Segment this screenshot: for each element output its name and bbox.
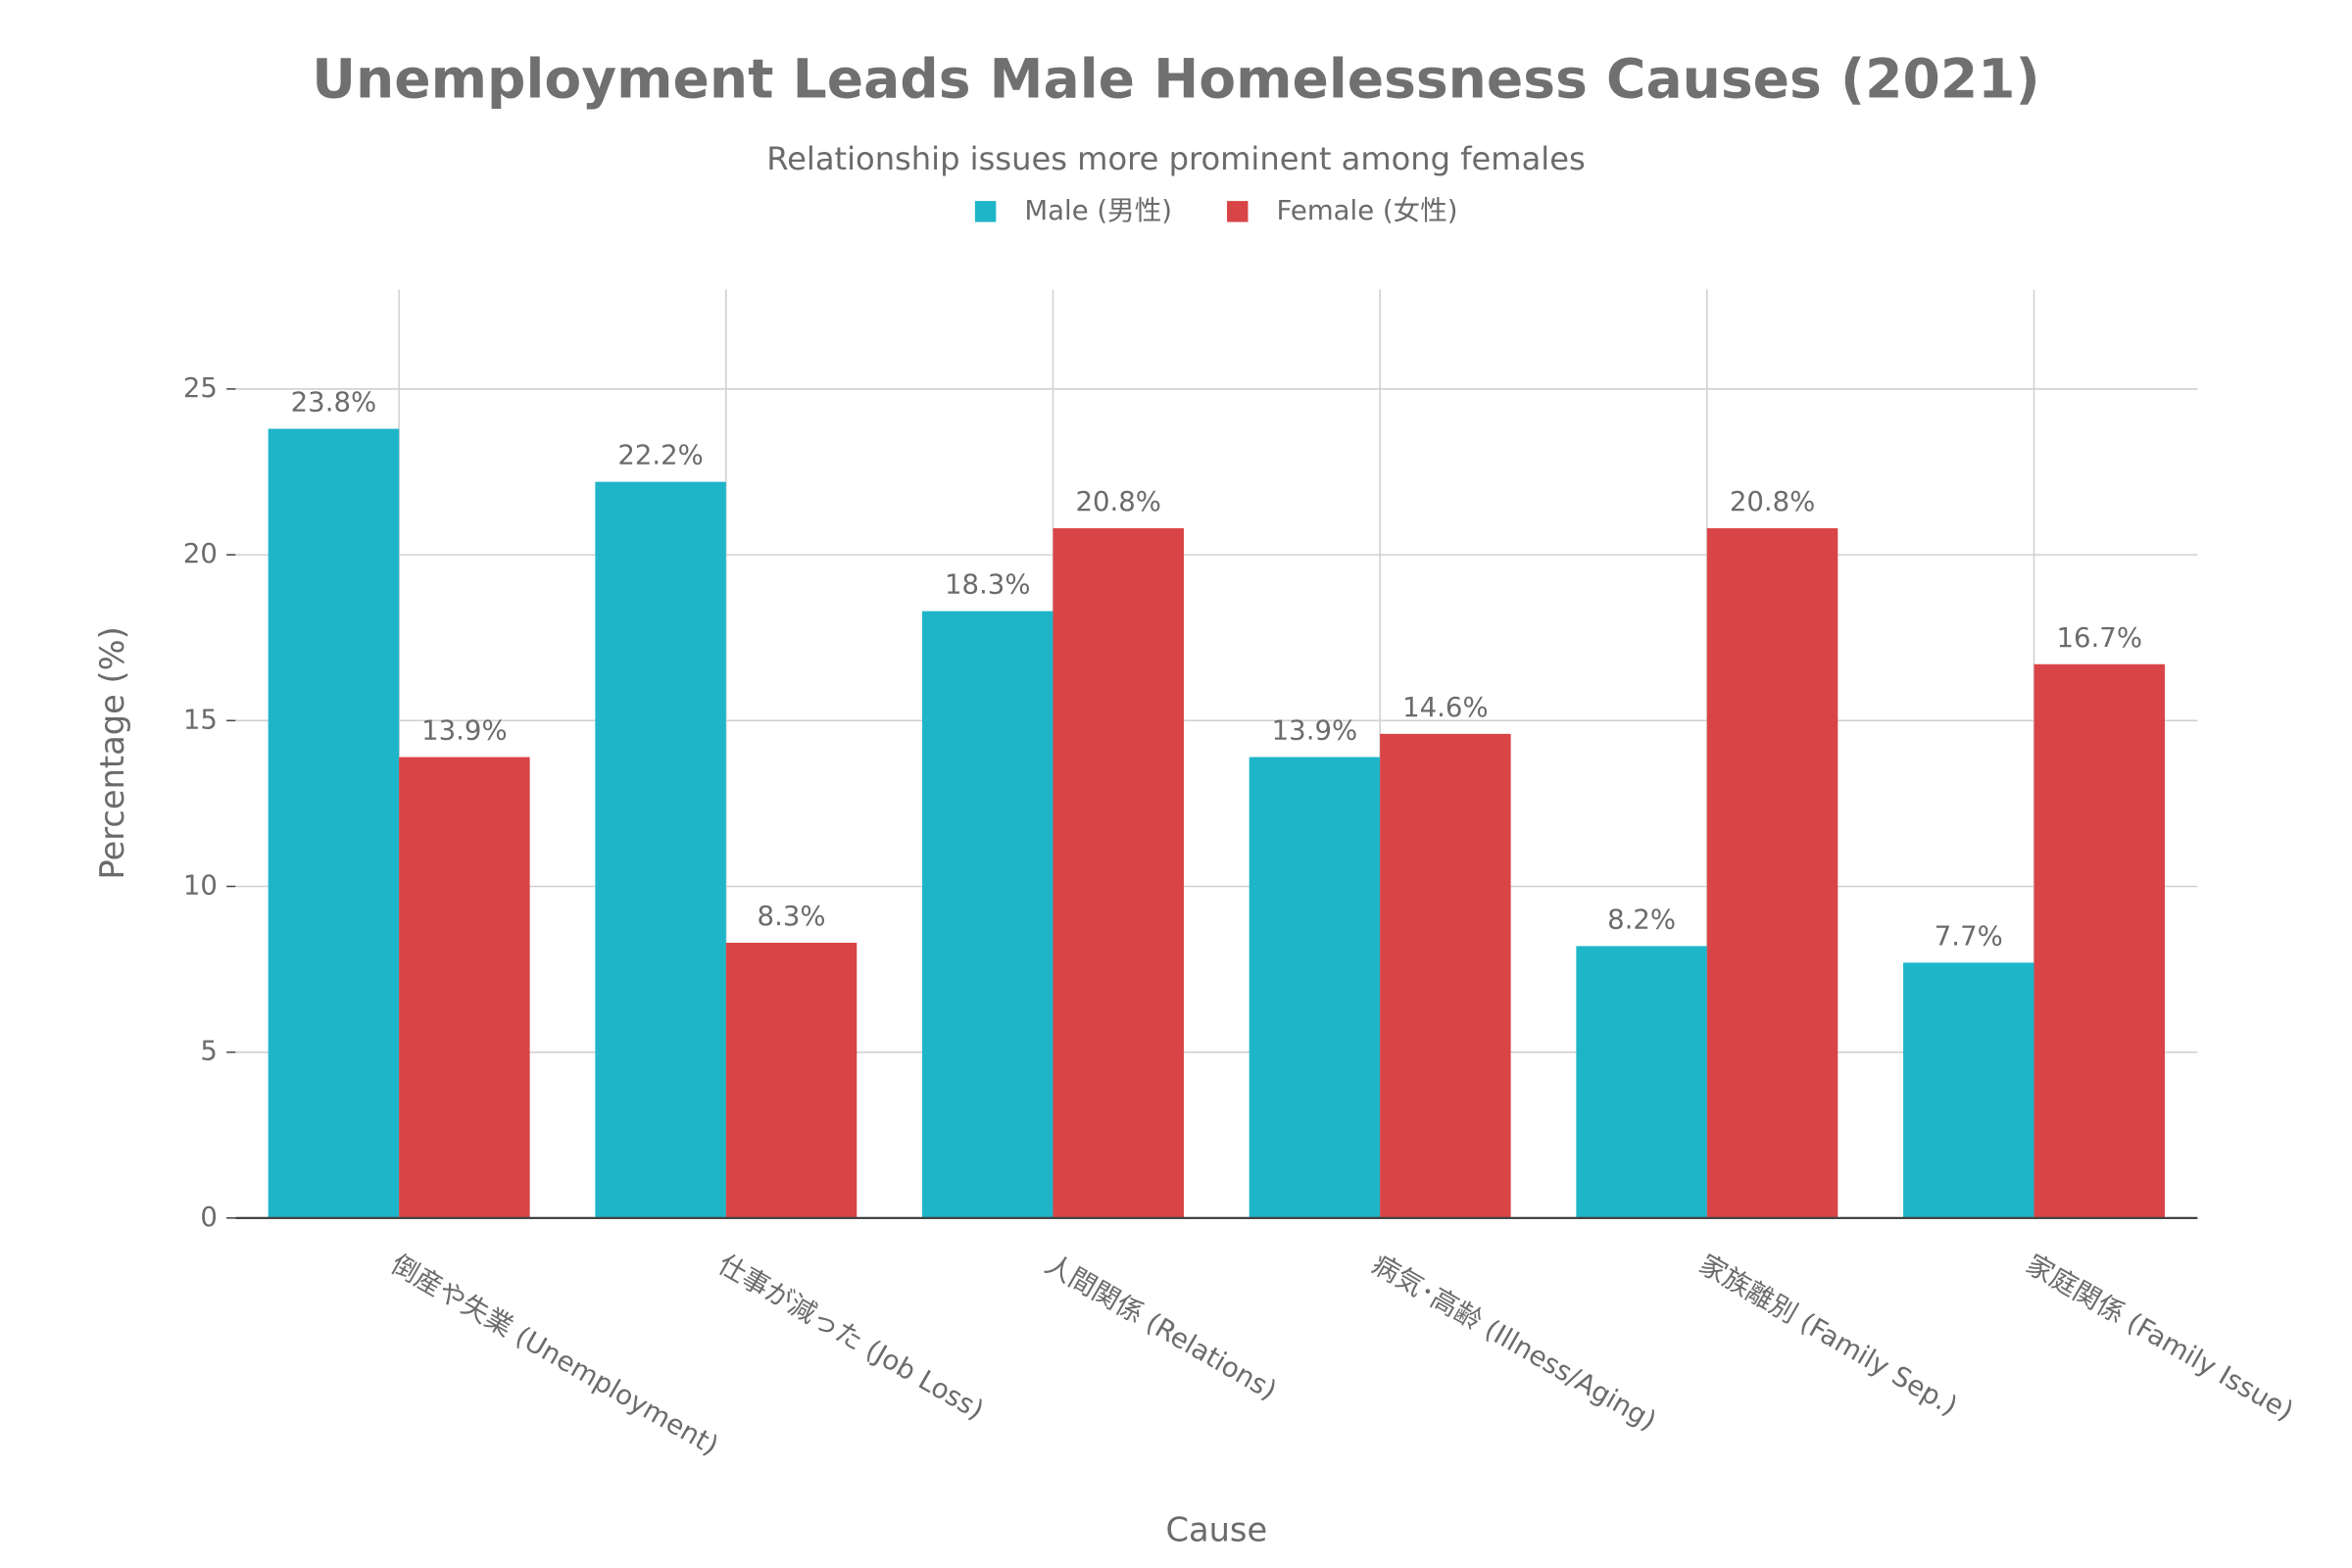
value-label: 16.7% (2056, 622, 2142, 654)
bar (595, 481, 726, 1218)
chart-title: Unemployment Leads Male Homelessness Cau… (312, 47, 2039, 110)
y-tick-label: 15 (183, 704, 218, 735)
bar (1249, 757, 1381, 1218)
legend-label: Male (男性) (1024, 195, 1172, 226)
value-label: 20.8% (1075, 486, 1161, 517)
y-tick-label: 10 (183, 869, 218, 901)
x-axis-title: Cause (1165, 1510, 1267, 1548)
bar (1576, 946, 1707, 1218)
bar (922, 611, 1054, 1218)
x-tick-label: 倒産や失業 (Unemployment) (386, 1249, 724, 1462)
y-tick-label: 20 (183, 538, 218, 569)
value-label: 13.9% (421, 714, 508, 746)
value-label: 8.3% (758, 901, 826, 932)
value-label: 23.8% (291, 387, 377, 418)
x-tick-label: 仕事が減った (Job Loss) (712, 1249, 989, 1426)
value-label: 20.8% (1730, 486, 1816, 517)
bar (399, 757, 530, 1218)
bar (268, 428, 400, 1218)
bar (1380, 733, 1511, 1218)
bar (1706, 528, 1838, 1218)
x-tick-label: 人間関係 (Relations) (1040, 1249, 1282, 1406)
legend-swatch (974, 201, 997, 222)
x-tick-label: 病気･高齢 (Illness/Aging) (1367, 1249, 1662, 1437)
y-axis-title: Percentage (%) (93, 626, 131, 879)
chart-subtitle: Relationship issues more prominent among… (766, 140, 1585, 177)
x-tick-label: 家族離別 (Family Sep.) (1693, 1249, 1963, 1422)
value-label: 22.2% (617, 440, 704, 471)
bar (2034, 663, 2165, 1218)
x-tick-label: 家庭関係 (Family Issue) (2021, 1249, 2299, 1427)
value-label: 18.3% (945, 569, 1031, 601)
bar (1903, 962, 2034, 1218)
value-label: 7.7% (1935, 920, 2003, 952)
value-label: 13.9% (1272, 714, 1358, 746)
legend-label: Female (女性) (1277, 195, 1458, 226)
value-label: 14.6% (1402, 692, 1489, 723)
bar (1053, 528, 1184, 1218)
y-tick-label: 0 (200, 1201, 218, 1233)
y-tick-label: 5 (200, 1036, 218, 1067)
value-label: 8.2% (1607, 904, 1676, 935)
bar (725, 943, 858, 1218)
y-tick-label: 25 (183, 372, 218, 404)
legend-swatch (1227, 201, 1249, 222)
